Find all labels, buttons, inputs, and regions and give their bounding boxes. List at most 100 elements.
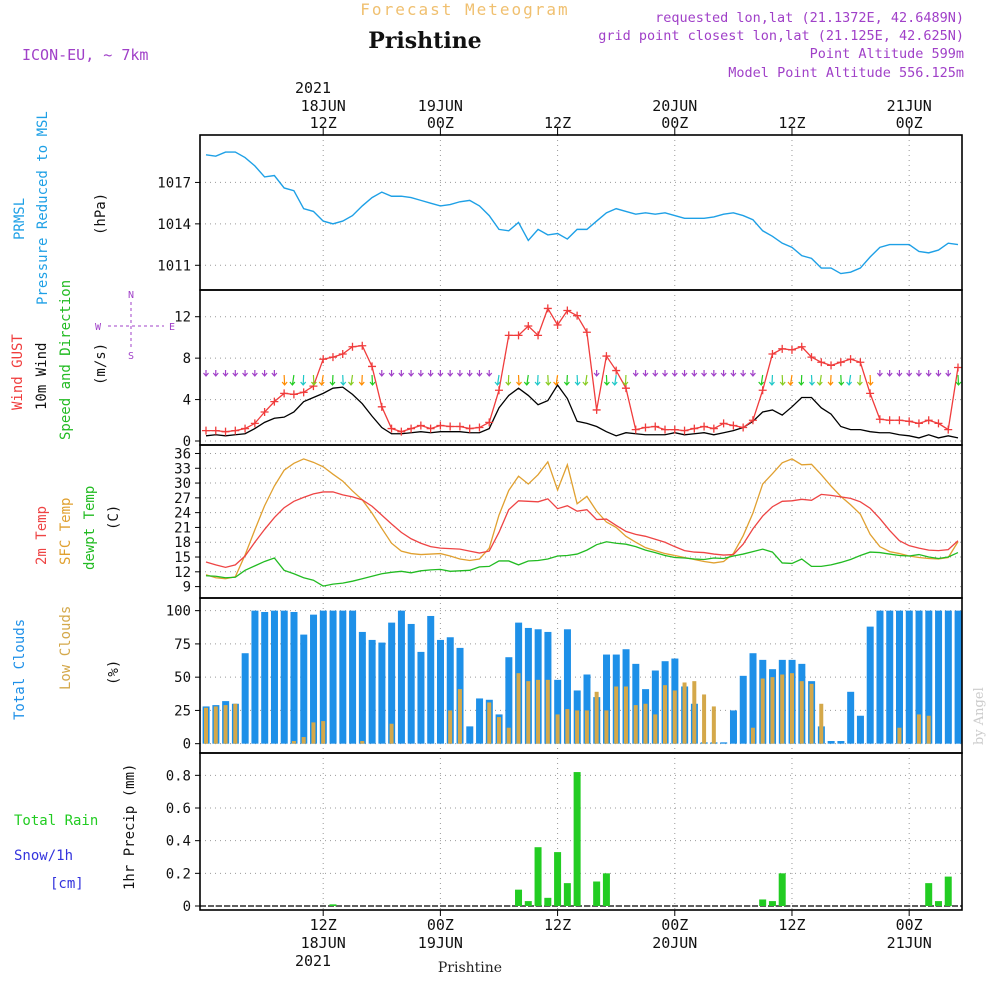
total-clouds-bar [827,741,835,744]
total-clouds-bar [847,691,855,744]
low-clouds-bar [770,677,775,744]
rain-bar [329,904,337,906]
low-clouds-bar [897,727,902,744]
low-clouds-bar [575,710,580,744]
low-clouds-bar [584,710,589,744]
wind-gust-point [231,426,240,435]
low-clouds-bar [545,679,550,744]
wind-direction-arrow [652,370,659,377]
wind-gust-point [534,331,543,340]
total-clouds-bar [349,610,357,744]
wind-direction-arrow [768,374,775,386]
wind-direction-arrow [476,370,483,377]
total-clouds-bar [935,610,943,744]
wind-gust-point [387,424,396,433]
top-hour-label: 12Z [310,114,337,132]
low-clouds-bar [321,721,326,744]
t2m-series [205,491,959,569]
model-altitude: Model Point Altitude 556.125m [728,65,964,81]
low-clouds-bar [360,741,365,744]
bottom-date-label: 21JUN [887,934,932,952]
wind-ytick-label: 12 [174,310,191,326]
rain-bar [759,899,767,906]
temp-ytick-label: 12 [174,565,191,581]
rain-bar [544,897,552,906]
total-clouds-bar [466,726,474,744]
wind-unit-label: (m/s) [93,343,109,385]
wind-ytick-label: 0 [183,434,191,450]
wind-gust-point [455,422,464,431]
wind-gust-point [875,415,884,424]
total-clouds-bar [505,657,513,744]
compass-w: W [95,322,102,333]
wind-ytick-label: 4 [183,393,191,409]
clouds-panel: 0 25 50 75 100 [166,598,962,753]
low-clouds-bar [536,679,541,744]
low-clouds-bar [809,683,814,744]
wind-direction-arrow [701,370,708,377]
wind-gust-point [573,311,582,320]
wind-gust-point [465,424,474,433]
wind-gust-point [866,389,875,398]
wind-gust-point [494,386,503,395]
wind-gust-point [426,424,435,433]
low-clouds-bar [614,686,619,744]
low-clouds-label: Low Clouds [58,606,74,690]
compass-e: E [169,322,175,333]
wind-ytick-label: 8 [183,351,191,367]
rain-bar [944,876,952,906]
wind-gust-point [680,426,689,435]
wind-gust-point [289,390,298,399]
wind-gust-point [602,352,611,361]
bottom-hour-label: 12Z [778,916,805,934]
clouds-ytick-label: 25 [174,703,191,719]
wind-direction-arrow [749,370,756,377]
low-clouds-bar [565,709,570,744]
dew-label: dewpt Temp [82,486,98,570]
wind-gust-point [924,416,933,425]
total-clouds-bar [329,610,337,744]
total-clouds-bar [378,642,386,744]
wind-gust-point [250,419,259,428]
rain-bar [515,889,523,906]
wind-gust-point [407,424,416,433]
wind-direction-arrow [261,370,268,377]
low-clouds-bar [496,717,501,744]
total-clouds-bar [261,611,269,744]
top-date-label: 20JUN [652,97,697,115]
total-clouds-bar [270,610,278,744]
wind-direction-arrow [730,370,737,377]
low-clouds-bar [750,727,755,744]
wind-gust-point [856,358,865,367]
wind-direction-arrow [222,370,229,377]
total-clouds-bar [925,610,933,744]
low-clouds-bar [799,681,804,744]
precip-unit-label: 1hr Precip (mm) [122,764,138,890]
wind-direction-arrow [466,370,473,377]
total-clouds-bar [837,741,845,744]
wind-direction-arrow [369,374,376,386]
rain-bar [554,852,562,906]
wind-direction-arrow [408,370,415,377]
wind-direction-arrow [271,370,278,377]
low-clouds-bar [663,685,668,744]
wind-direction-arrow [838,374,845,386]
wind-labels: Wind GUST 10m Wind Speed and Direction (… [10,280,109,440]
low-clouds-bar [233,703,238,744]
wind-gust-point [260,408,269,416]
wind-direction-arrow [300,374,307,386]
wind-gust-point [836,358,845,367]
wind-gust-point [787,345,796,354]
bottom-hour-label: 00Z [661,916,688,934]
total-clouds-bar [651,670,659,744]
wind-gust-point [944,425,953,434]
wind-direction-arrow [523,374,530,386]
wind-direction-arrow [553,374,560,386]
total-clouds-bar [954,610,962,744]
wind-direction-arrow [388,370,395,377]
total-clouds-bar [427,615,435,744]
total-clouds-bar [876,610,884,744]
wind-direction-arrow [886,370,893,377]
pressure-series [205,151,959,275]
clouds-unit-label: (%) [106,660,122,685]
